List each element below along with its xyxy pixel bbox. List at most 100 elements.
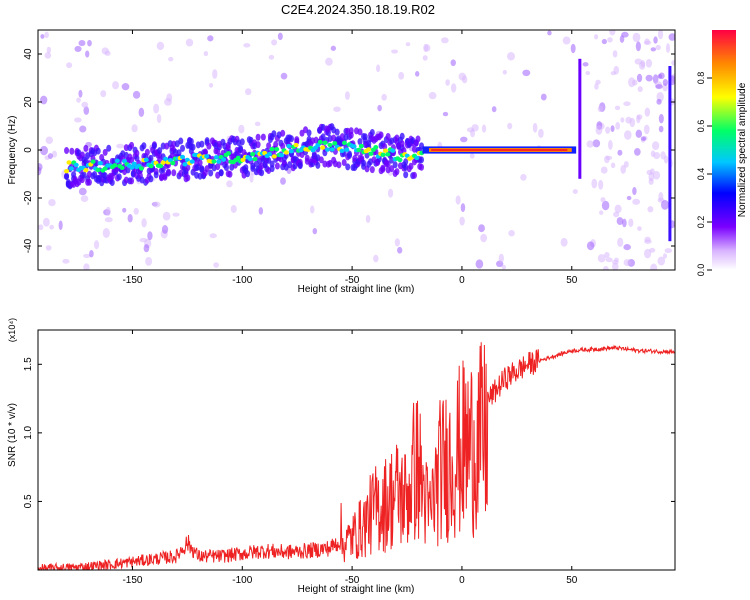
heatmap-cell xyxy=(206,142,212,150)
heatmap-cell xyxy=(121,83,130,91)
snr-frame xyxy=(37,329,676,571)
heatmap-cell xyxy=(245,170,251,178)
heatmap-cell xyxy=(441,37,449,44)
heatmap-cell xyxy=(356,147,362,153)
heatmap-cell xyxy=(665,43,671,53)
heatmap-cell xyxy=(333,106,341,112)
heatmap-cell xyxy=(390,148,396,153)
heatmap-cell xyxy=(547,30,552,36)
heatmap-cell xyxy=(608,139,613,150)
heatmap-cell xyxy=(283,150,289,155)
heatmap-cell xyxy=(38,166,42,176)
heatmap-cell xyxy=(471,124,479,132)
heatmap-cell xyxy=(95,147,101,155)
heatmap-cell xyxy=(138,166,144,171)
heatmap-cell xyxy=(271,130,277,138)
heatmap-cell xyxy=(646,169,653,175)
heatmap-cell xyxy=(660,151,666,160)
heatmap-cell xyxy=(160,160,166,165)
heatmap-cell xyxy=(617,149,623,156)
heatmap-cell xyxy=(74,117,82,123)
heatmap-cell xyxy=(148,154,154,162)
heatmap-cell xyxy=(299,129,305,137)
heatmap-cell xyxy=(66,160,72,165)
heatmap-cell xyxy=(274,162,280,170)
heatmap-cell xyxy=(188,138,194,146)
heatmap-cell xyxy=(123,144,129,152)
heatmap-cell xyxy=(600,197,606,203)
heatmap-cell xyxy=(129,177,135,185)
x-tick-label: 50 xyxy=(566,275,578,286)
heatmap-cell xyxy=(122,207,127,213)
heatmap-cell xyxy=(254,121,261,127)
heatmap-cell xyxy=(336,161,342,169)
heatmap-cell xyxy=(38,224,44,231)
heatmap-cell xyxy=(280,142,286,150)
heatmap-cell xyxy=(614,257,619,263)
heatmap-cell xyxy=(369,166,375,174)
heatmap-cell xyxy=(325,57,333,66)
heatmap-cell xyxy=(286,143,292,149)
heatmap-cell xyxy=(385,152,391,157)
x-tick-label: -100 xyxy=(232,575,252,586)
heatmap-cell xyxy=(378,131,384,139)
heatmap-cell xyxy=(620,164,627,174)
heatmap-cell xyxy=(361,159,367,167)
colorbar-tick-label: 0.2 xyxy=(696,216,706,229)
heatmap-cell xyxy=(134,149,140,157)
heatmap-cell xyxy=(650,47,657,52)
spectrogram-x-ticks: -150 -100 -50 0 50 xyxy=(122,30,578,286)
snr-x-ticks: -150 -100 -50 0 50 xyxy=(122,330,578,586)
heatmap-cell xyxy=(636,114,641,124)
heatmap-cell xyxy=(657,256,666,266)
heatmap-cell xyxy=(599,210,604,215)
heatmap-cell xyxy=(164,98,172,106)
heatmap-cell xyxy=(73,162,79,168)
heatmap-cell xyxy=(645,58,653,68)
heatmap-cell xyxy=(538,128,544,139)
heatmap-cell xyxy=(46,46,52,54)
heatmap-cell xyxy=(209,233,217,239)
heatmap-cell xyxy=(153,171,159,179)
x-tick-label: -100 xyxy=(232,275,252,286)
colorbar-tick-label: 0.0 xyxy=(696,264,706,277)
heatmap-cell xyxy=(591,178,598,189)
heatmap-cell xyxy=(215,163,221,171)
heatmap-cell xyxy=(656,98,662,105)
heatmap-cell xyxy=(640,136,647,141)
heatmap-cell xyxy=(635,129,643,138)
heatmap-cell xyxy=(162,211,171,221)
snr-x-label: Height of straight line (km) xyxy=(298,584,415,595)
y-tick-label: 0 xyxy=(23,147,34,153)
colorbar-tick-label: 0.4 xyxy=(696,168,706,181)
heatmap-cell xyxy=(255,133,261,141)
heatmap-cell xyxy=(320,145,326,150)
heatmap-cell xyxy=(44,31,49,39)
heatmap-cell xyxy=(614,105,621,111)
heatmap-cell xyxy=(351,144,357,149)
heatmap-cell xyxy=(271,39,278,46)
heatmap-cell xyxy=(83,263,90,270)
heatmap-cell xyxy=(399,132,405,140)
heatmap-cell xyxy=(245,88,252,96)
heatmap-cell xyxy=(141,218,147,228)
heatmap-cell xyxy=(415,71,420,77)
heatmap-cell xyxy=(83,167,89,173)
heatmap-cell xyxy=(373,254,379,263)
heatmap-cell xyxy=(69,147,75,155)
heatmap-cell xyxy=(419,156,425,164)
heatmap-cell xyxy=(645,74,653,82)
heatmap-cell xyxy=(199,166,205,174)
heatmap-cell xyxy=(562,36,571,45)
snr-y-ticks: 0.5 1.0 1.5 xyxy=(23,357,675,508)
heatmap-cell xyxy=(322,160,328,168)
heatmap-cell xyxy=(391,49,399,54)
heatmap-cell xyxy=(612,50,618,58)
heatmap-cell xyxy=(109,179,115,187)
colorbar-tick-label: 0.8 xyxy=(696,72,706,85)
heatmap-cell xyxy=(221,157,227,162)
colorbar-tick-label: 0.6 xyxy=(696,120,706,133)
heatmap-cell xyxy=(594,34,599,40)
heatmap-cell xyxy=(368,151,374,156)
heatmap-cell xyxy=(43,217,50,227)
